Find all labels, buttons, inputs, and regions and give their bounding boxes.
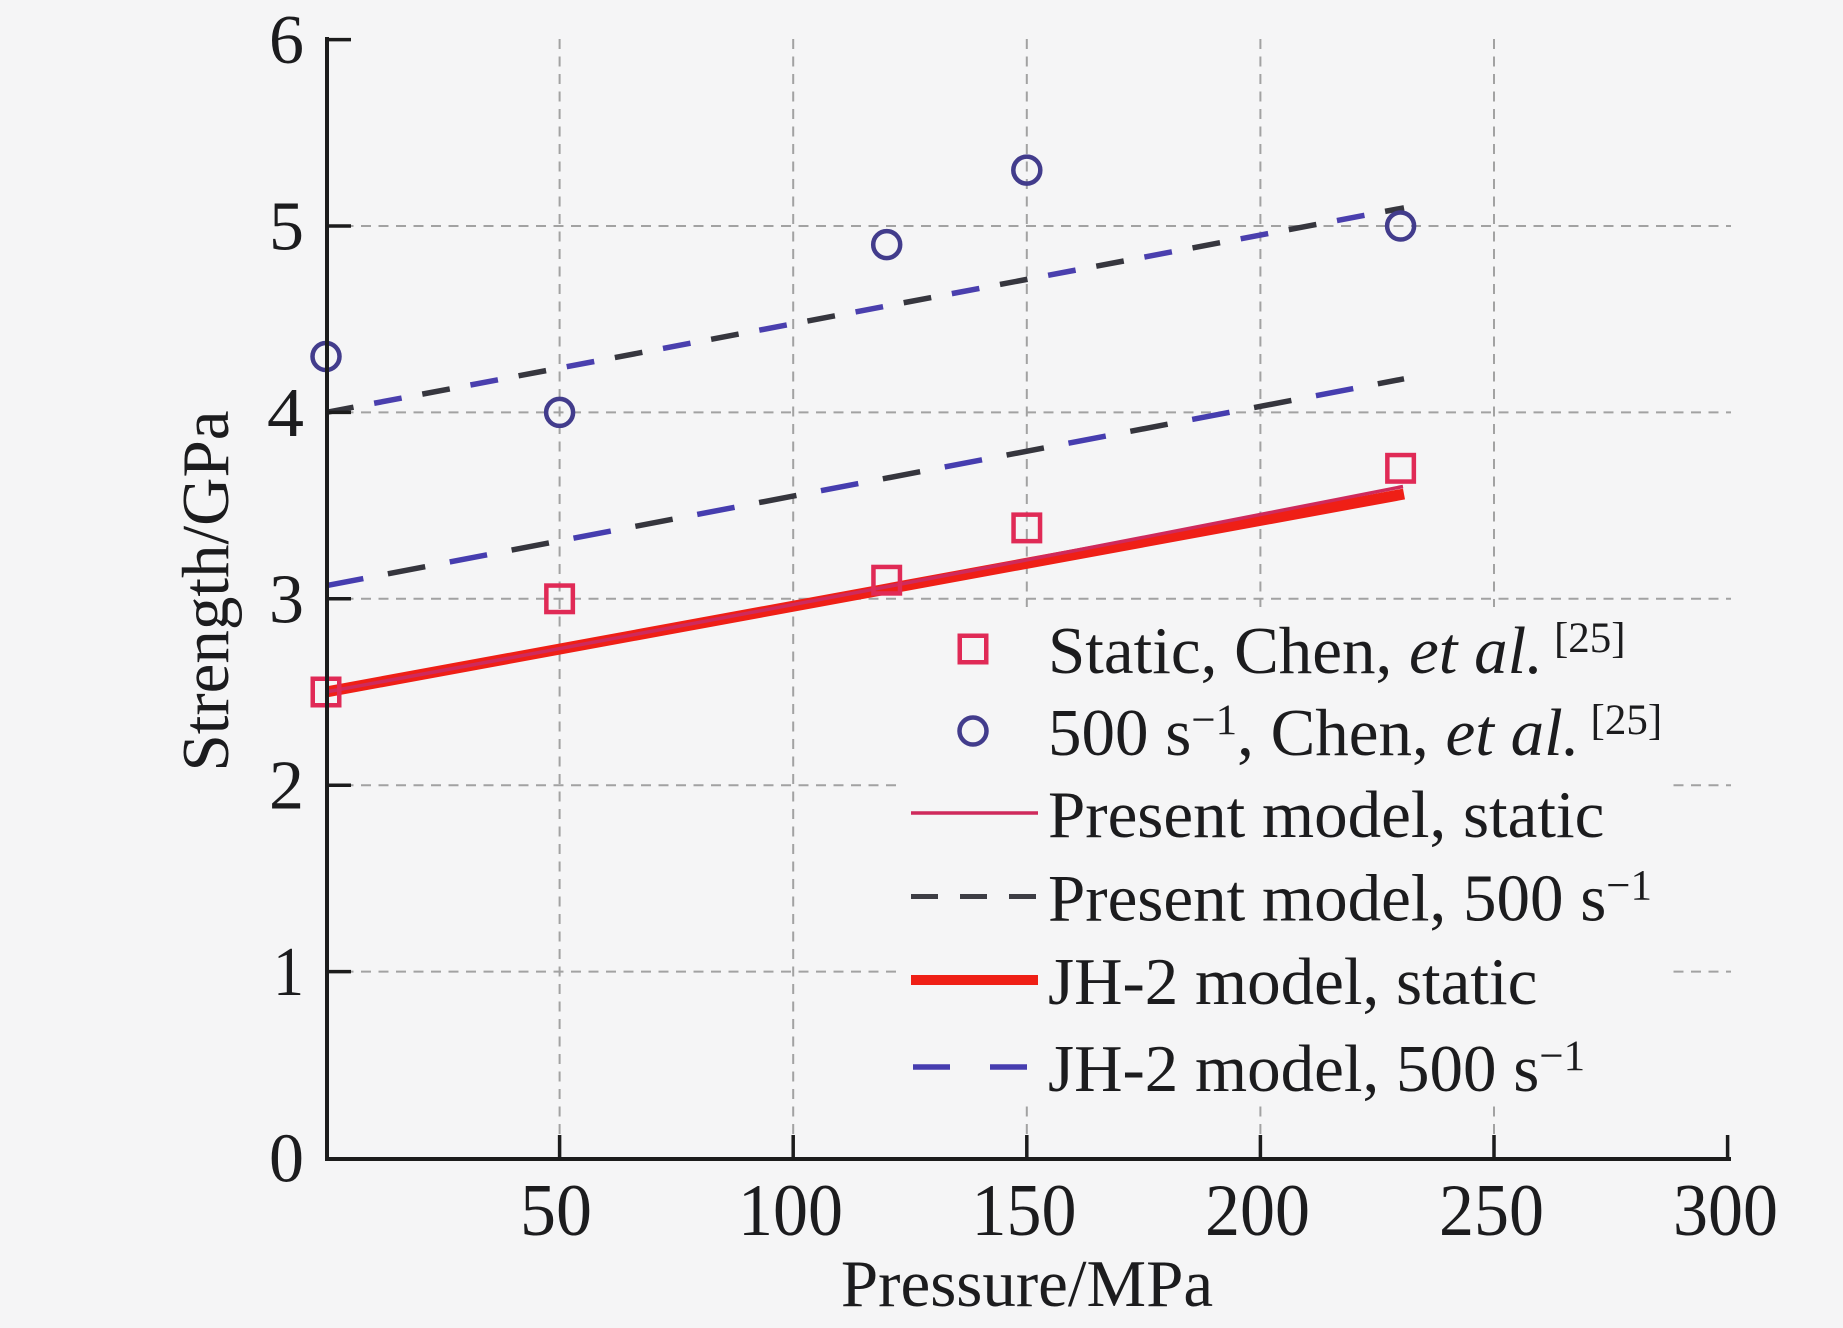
svg-text:6: 6	[269, 2, 304, 79]
svg-text:50: 50	[520, 1170, 592, 1252]
svg-text:Pressure/MPa: Pressure/MPa	[841, 1247, 1213, 1321]
svg-text:300: 300	[1673, 1170, 1778, 1252]
svg-text:150: 150	[972, 1170, 1077, 1252]
svg-text:JH-2 model, 500 s−1: JH-2 model, 500 s−1	[1048, 1032, 1585, 1106]
svg-text:2: 2	[269, 748, 304, 825]
svg-text:3: 3	[269, 561, 304, 638]
svg-text:1: 1	[273, 934, 304, 1011]
svg-text:Static, Chen, et al.[25]: Static, Chen, et al. [25]	[1048, 614, 1626, 688]
svg-text:500 s−1, Chen, et al.[25]: 500 s−1, Chen, et al. [25]	[1048, 696, 1662, 770]
svg-text:100: 100	[738, 1170, 843, 1252]
svg-text:Present model, 500 s−1: Present model, 500 s−1	[1048, 862, 1652, 936]
svg-text:0: 0	[269, 1121, 304, 1198]
svg-text:250: 250	[1439, 1170, 1544, 1252]
svg-text:5: 5	[269, 189, 304, 266]
svg-text:Strength/GPa: Strength/GPa	[169, 410, 243, 771]
svg-text:4: 4	[267, 375, 304, 452]
svg-text:200: 200	[1205, 1170, 1310, 1252]
svg-text:Present model, static: Present model, static	[1048, 778, 1604, 852]
svg-text:JH-2 model, static: JH-2 model, static	[1048, 945, 1537, 1019]
